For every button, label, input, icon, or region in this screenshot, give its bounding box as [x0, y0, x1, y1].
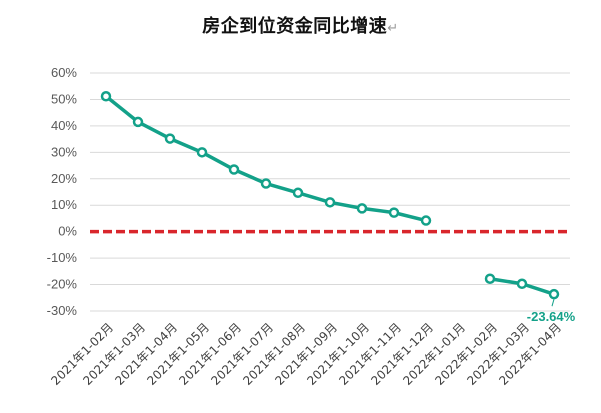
data-point [420, 215, 432, 226]
y-tick-label: 30% [51, 144, 77, 159]
data-point [100, 91, 112, 102]
y-tick-label: 40% [51, 118, 77, 133]
series-line [104, 94, 428, 223]
y-tick-label: 0% [58, 224, 77, 239]
annotation-leader [551, 299, 555, 307]
data-point [292, 187, 304, 199]
data-point [132, 116, 144, 128]
data-point [484, 273, 496, 284]
return-mark: ↵ [387, 21, 399, 36]
data-point [516, 278, 528, 290]
data-point [324, 197, 336, 208]
chart-title: 房企到位资金同比增速↵ [0, 12, 601, 38]
y-tick-label: 50% [51, 91, 77, 106]
y-tick-label: -30% [47, 303, 78, 318]
data-label: -23.64% [527, 309, 576, 324]
y-tick-label: 10% [51, 197, 77, 212]
data-point [548, 288, 560, 300]
y-tick-label: -20% [47, 277, 78, 292]
data-point [164, 133, 176, 144]
y-tick-label: 60% [51, 65, 77, 80]
data-point [388, 207, 400, 218]
data-point [228, 164, 240, 175]
chart-title-text: 房企到位资金同比增速 [202, 16, 388, 37]
y-tick-label: 20% [51, 171, 77, 186]
y-tick-label: -10% [47, 250, 78, 265]
data-point [260, 178, 272, 189]
data-point [356, 203, 368, 214]
data-point [196, 147, 208, 158]
